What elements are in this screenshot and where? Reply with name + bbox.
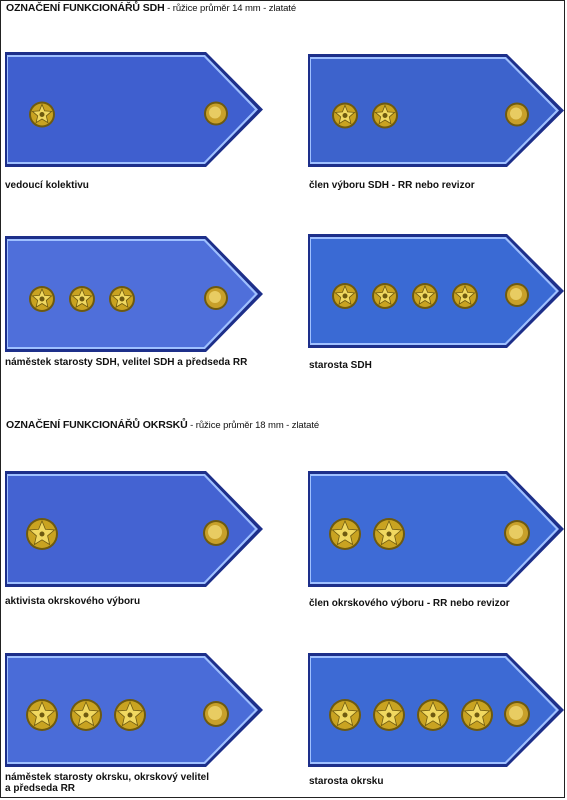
section-subtitle: - růžice průměr 14 mm - zlataté bbox=[164, 3, 297, 14]
board-caption: vedoucí kolektivu bbox=[5, 180, 89, 191]
rosette-star bbox=[372, 102, 398, 129]
rosette-star bbox=[109, 286, 135, 312]
rosette-star bbox=[29, 101, 55, 128]
shoulder-button bbox=[204, 286, 228, 310]
rosette-star bbox=[114, 699, 146, 731]
shoulder-button bbox=[504, 701, 530, 727]
shoulder-button bbox=[505, 283, 529, 307]
board-face bbox=[8, 476, 255, 582]
board-face bbox=[311, 59, 556, 162]
rosette-star bbox=[461, 699, 493, 731]
rosette-star bbox=[29, 286, 55, 312]
section-heading-okrsky: OZNAČENÍ FUNKCIONÁŘŮ OKRSKŮ - růžice prů… bbox=[6, 419, 319, 431]
rosette-star bbox=[412, 283, 438, 309]
section-heading-sdh: OZNAČENÍ FUNKCIONÁŘŮ SDH - růžice průměr… bbox=[6, 2, 296, 14]
board-face bbox=[311, 476, 556, 582]
rosette-star bbox=[69, 286, 95, 312]
rosette-star bbox=[373, 518, 405, 550]
rosette-star bbox=[26, 518, 58, 550]
rosette-star bbox=[70, 699, 102, 731]
board-caption: starosta okrsku bbox=[309, 776, 384, 787]
epaulette-board bbox=[4, 51, 264, 168]
section-subtitle: - růžice průměr 18 mm - zlataté bbox=[187, 420, 320, 431]
rosette-star bbox=[372, 283, 398, 309]
shoulder-button bbox=[204, 101, 228, 126]
epaulette-board bbox=[307, 470, 565, 588]
epaulette-board bbox=[307, 233, 565, 349]
board-caption: náměstek starosty okrsku, okrskový velit… bbox=[5, 772, 209, 794]
epaulette-board bbox=[4, 652, 264, 768]
board-caption: člen okrskového výboru - RR nebo revizor bbox=[309, 598, 510, 609]
board-caption: člen výboru SDH - RR nebo revizor bbox=[309, 180, 475, 191]
rosette-star bbox=[332, 283, 358, 309]
rosette-star bbox=[26, 699, 58, 731]
rosette-star bbox=[452, 283, 478, 309]
epaulette-board bbox=[4, 470, 264, 588]
shoulder-button bbox=[203, 520, 229, 546]
shoulder-button bbox=[203, 701, 229, 727]
shoulder-button bbox=[505, 102, 529, 127]
board-caption: aktivista okrskového výboru bbox=[5, 596, 141, 607]
board-face bbox=[8, 57, 255, 162]
rosette-star bbox=[329, 699, 361, 731]
rosette-star bbox=[329, 518, 361, 550]
epaulette-board bbox=[4, 235, 264, 353]
section-title: OZNAČENÍ FUNKCIONÁŘŮ OKRSKŮ bbox=[6, 419, 188, 431]
rosette-star bbox=[332, 102, 358, 129]
epaulette-board bbox=[307, 652, 565, 768]
shoulder-button bbox=[504, 520, 530, 546]
section-title: OZNAČENÍ FUNKCIONÁŘŮ SDH bbox=[6, 2, 165, 14]
epaulette-board bbox=[307, 53, 565, 168]
board-caption: náměstek starosty SDH, velitel SDH a pře… bbox=[5, 357, 248, 368]
rosette-star bbox=[417, 699, 449, 731]
board-caption: starosta SDH bbox=[309, 360, 372, 371]
rosette-star bbox=[373, 699, 405, 731]
